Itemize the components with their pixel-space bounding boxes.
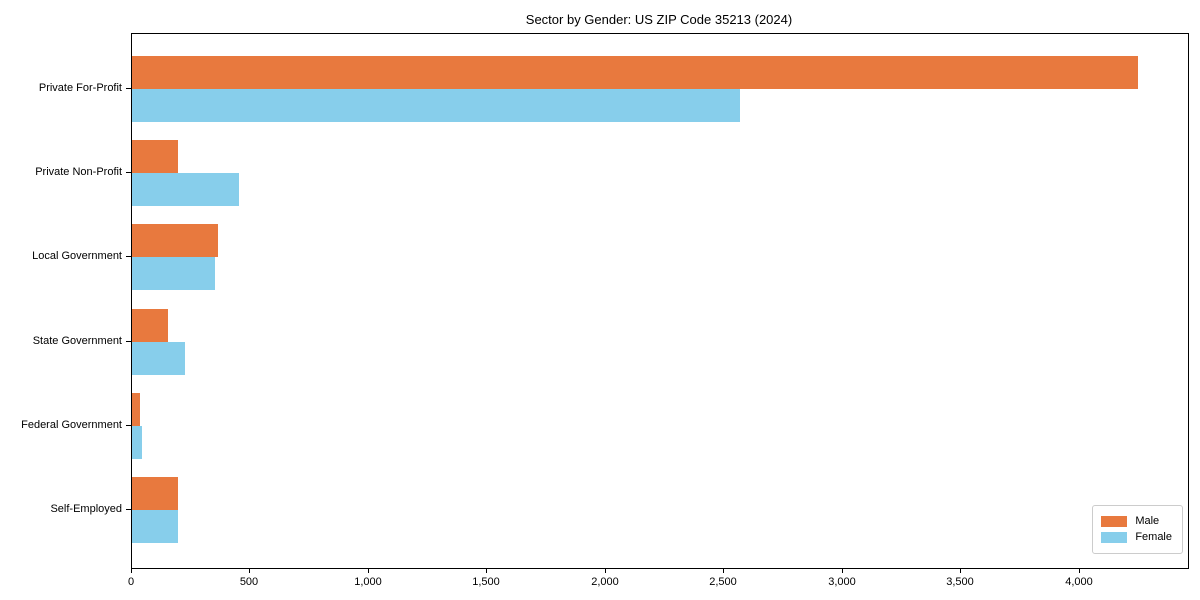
x-tick-label-2500: 2,500 [709, 576, 737, 588]
y-tick-label-private-non-profit: Private Non-Profit [35, 166, 122, 179]
x-tick-label-0: 0 [127, 576, 135, 588]
x-tick-mark [249, 568, 250, 573]
x-tick-label-1000: 1,000 [354, 576, 382, 588]
bar-male-self-employed [132, 477, 178, 510]
x-tick-mark [723, 568, 724, 573]
y-tick-mark [126, 172, 131, 174]
x-tick-mark [960, 568, 961, 573]
legend: Male Female [1092, 505, 1183, 554]
bar-female-federal-government [132, 425, 142, 459]
bar-female-local-government [132, 257, 215, 291]
x-tick-label-4000: 4,000 [1065, 576, 1093, 588]
bar-female-private-non-profit [132, 173, 239, 207]
bar-female-state-government [132, 341, 185, 375]
y-tick-mark [126, 256, 131, 258]
y-tick-label-state-government: State Government [32, 334, 122, 347]
y-tick-mark [126, 509, 131, 510]
chart-title: Sector by Gender: US ZIP Code 35213 (202… [525, 12, 793, 27]
y-tick-label-federal-government: Federal Government [21, 418, 122, 431]
x-tick-label-1500: 1,500 [472, 576, 500, 588]
y-tick-label-private-for-profit: Private For-Profit [38, 82, 122, 94]
legend-swatch-female [1101, 532, 1128, 543]
y-tick-mark [126, 340, 131, 342]
y-tick-mark [126, 88, 131, 89]
x-tick-mark [486, 568, 487, 573]
bar-male-private-for-profit [132, 56, 1138, 89]
bar-male-state-government [132, 308, 168, 342]
y-tick-label-self-employed: Self-Employed [50, 503, 122, 515]
y-tick-mark [126, 424, 131, 426]
x-tick-label-500: 500 [239, 576, 259, 588]
y-tick-label-local-government: Local Government [32, 250, 122, 263]
bar-male-private-non-profit [132, 140, 178, 174]
legend-swatch-male [1101, 516, 1128, 527]
legend-label-male: Male [1135, 515, 1160, 527]
x-tick-mark [605, 568, 606, 573]
legend-label-female: Female [1135, 531, 1172, 543]
x-tick-label-3500: 3,500 [946, 576, 974, 588]
x-tick-label-2000: 2,000 [591, 576, 619, 588]
plot-area: Male Female [131, 33, 1189, 569]
legend-entry-male: Male [1101, 515, 1172, 528]
x-tick-label-3000: 3,000 [828, 576, 856, 588]
bar-female-private-for-profit [132, 89, 740, 122]
x-tick-mark [842, 568, 843, 573]
bar-female-self-employed [132, 510, 178, 543]
legend-entry-female: Female [1101, 531, 1172, 544]
bar-male-local-government [132, 224, 218, 258]
x-tick-mark [368, 568, 369, 573]
x-tick-mark [1079, 568, 1080, 573]
x-tick-mark [131, 568, 132, 573]
bar-male-federal-government [132, 392, 140, 426]
